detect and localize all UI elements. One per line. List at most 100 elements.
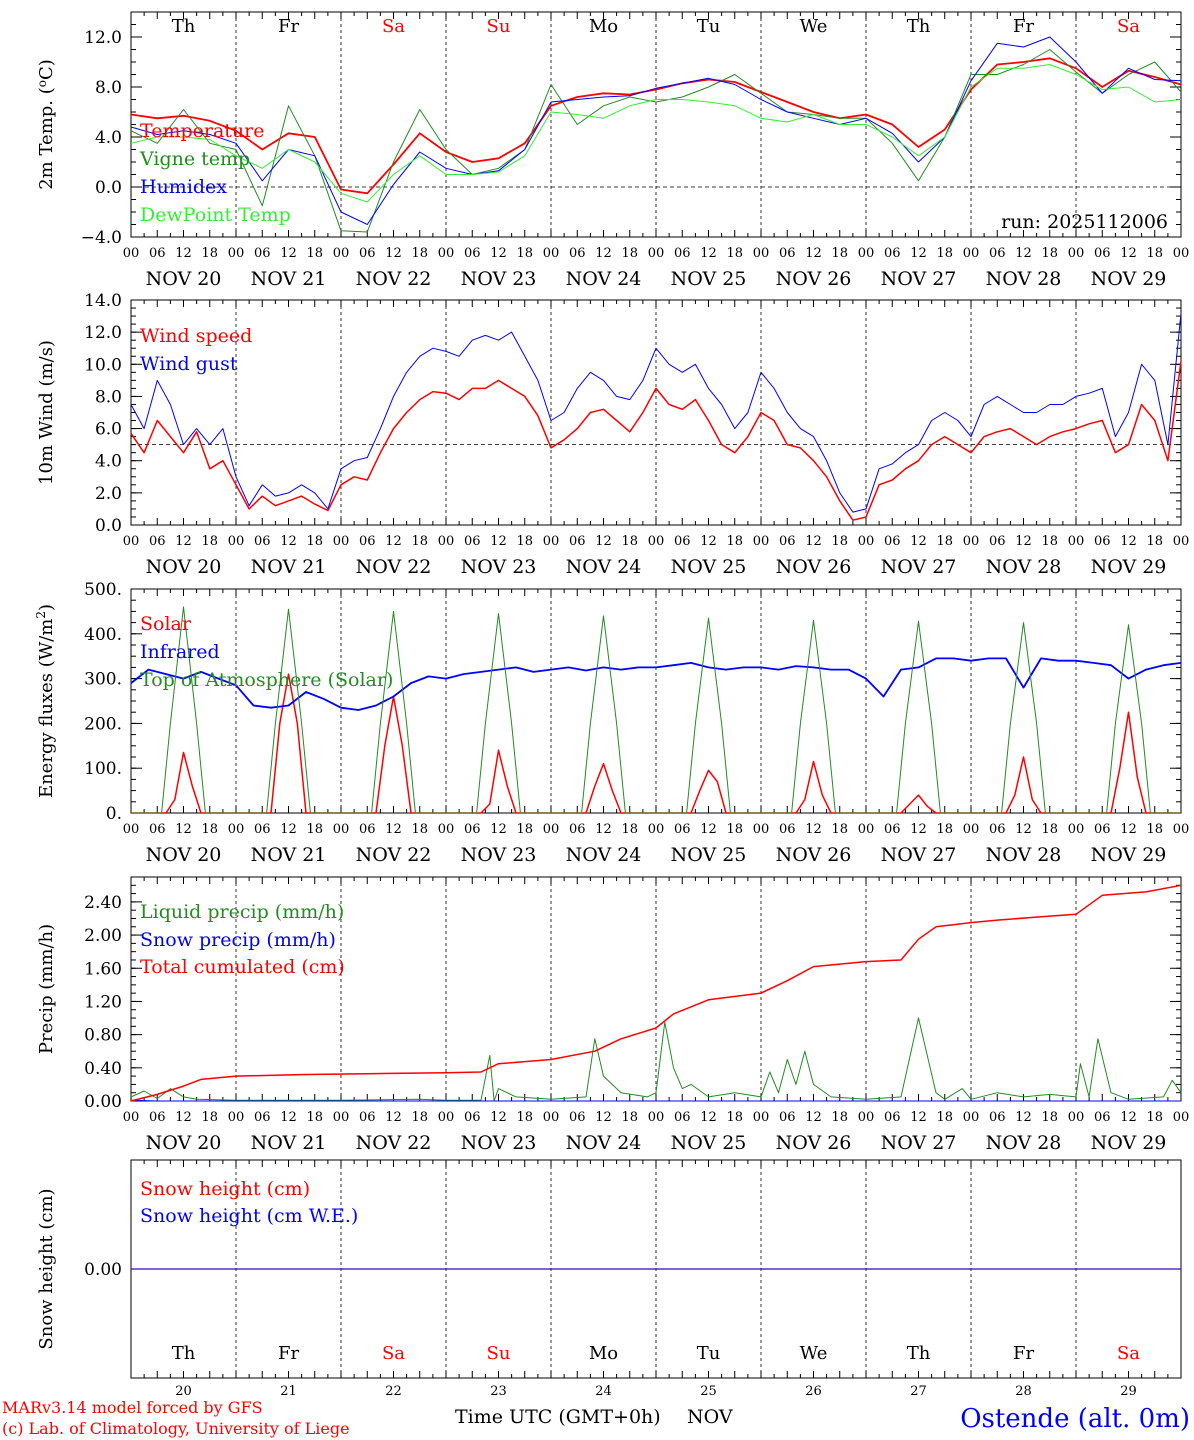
day-number-label: 28 <box>1015 1384 1032 1399</box>
date-label: NOV 23 <box>461 268 537 290</box>
x-tick-label: 18 <box>411 822 428 837</box>
x-tick-label: 18 <box>201 1110 218 1125</box>
x-tick-label: 18 <box>411 534 428 549</box>
x-tick-label: 06 <box>989 534 1006 549</box>
x-tick-label: 18 <box>936 246 953 261</box>
x-tick-label: 12 <box>175 534 192 549</box>
y-tick-label: 1.60 <box>84 959 122 979</box>
x-tick-label: 06 <box>569 246 586 261</box>
x-tick-label: 06 <box>884 246 901 261</box>
legend-entry: Wind gust <box>140 353 238 375</box>
x-tick-label: 00 <box>1068 246 1085 261</box>
date-label: NOV 24 <box>566 844 642 866</box>
date-label: NOV 20 <box>146 556 222 578</box>
x-tick-label: 00 <box>858 534 875 549</box>
x-tick-label: 12 <box>910 822 927 837</box>
x-tick-label: 06 <box>254 534 271 549</box>
x-tick-label: 18 <box>726 1110 743 1125</box>
date-label: NOV 21 <box>251 268 327 290</box>
x-tick-label: 00 <box>438 534 455 549</box>
x-tick-label: 06 <box>1094 822 1111 837</box>
y-tick-label: 2.0 <box>95 484 122 504</box>
legend-entry: Snow precip (mm/h) <box>140 929 336 951</box>
series-line-dewpoint-temp <box>130 64 1182 203</box>
x-tick-label: 06 <box>254 246 271 261</box>
date-label: NOV 20 <box>146 268 222 290</box>
x-tick-label: 18 <box>516 534 533 549</box>
date-label: NOV 21 <box>251 844 327 866</box>
x-tick-label: 06 <box>989 246 1006 261</box>
x-tick-label: 00 <box>753 534 770 549</box>
x-tick-label: 00 <box>1068 822 1085 837</box>
x-tick-label: 12 <box>385 1110 402 1125</box>
day-number-label: 29 <box>1120 1384 1137 1399</box>
x-tick-label: 12 <box>910 534 927 549</box>
x-tick-label: 00 <box>648 1110 665 1125</box>
x-tick-label: 12 <box>805 1110 822 1125</box>
date-label: NOV 24 <box>566 268 642 290</box>
x-tick-label: 06 <box>359 246 376 261</box>
x-tick-label: 18 <box>936 534 953 549</box>
precip-y-axis-label: Precip (mm/h) <box>36 924 57 1054</box>
x-tick-label: 00 <box>963 246 980 261</box>
x-tick-label: 00 <box>648 246 665 261</box>
x-tick-label: 00 <box>228 1110 245 1125</box>
x-tick-label: 06 <box>989 822 1006 837</box>
x-tick-label: 12 <box>805 534 822 549</box>
x-tick-label: 18 <box>831 1110 848 1125</box>
x-tick-label: 00 <box>438 1110 455 1125</box>
x-tick-label: 12 <box>175 822 192 837</box>
x-tick-label: 06 <box>1094 246 1111 261</box>
day-label: Sa <box>382 16 405 37</box>
y-tick-label: 0.80 <box>84 1026 122 1046</box>
x-tick-label: 00 <box>648 534 665 549</box>
x-tick-label: 06 <box>674 534 691 549</box>
x-tick-label: 06 <box>884 1110 901 1125</box>
x-tick-label: 18 <box>411 246 428 261</box>
x-tick-label: 12 <box>280 246 297 261</box>
date-label: NOV 23 <box>461 844 537 866</box>
x-tick-label: 00 <box>543 1110 560 1125</box>
legend-entry: Solar <box>140 613 192 635</box>
series-line-liquid-precip-mm-h- <box>130 1017 1182 1102</box>
x-tick-label: 00 <box>858 1110 875 1125</box>
x-tick-label: 00 <box>123 1110 140 1125</box>
x-tick-label: 12 <box>1120 534 1137 549</box>
legend-entry: Total cumulated (cm) <box>140 956 345 978</box>
x-tick-label: 12 <box>385 246 402 261</box>
x-tick-label: 12 <box>490 246 507 261</box>
series-line-temperature <box>130 57 1182 195</box>
x-tick-label: 18 <box>621 1110 638 1125</box>
date-label: NOV 28 <box>986 1132 1062 1154</box>
x-tick-label: 06 <box>569 1110 586 1125</box>
date-label: NOV 27 <box>881 1132 957 1154</box>
day-label: Sa <box>1117 16 1140 37</box>
x-tick-label: 06 <box>884 822 901 837</box>
model-credit-line2: (c) Lab. of Climatology, University of L… <box>2 1419 350 1438</box>
x-tick-label: 00 <box>123 534 140 549</box>
x-tick-label: 18 <box>1041 822 1058 837</box>
y-tick-label: 10.0 <box>84 355 122 375</box>
y-tick-label: 14.0 <box>84 291 122 311</box>
x-tick-label: 00 <box>1173 534 1190 549</box>
date-label: NOV 27 <box>881 268 957 290</box>
x-tick-label: 18 <box>516 1110 533 1125</box>
y-tick-label: 0.40 <box>84 1059 122 1079</box>
wind-panel: 0.0 2.0 4.0 6.0 8.0 10.0 12.0 14.0 10m Wind (m/s… <box>36 291 1189 578</box>
date-label: NOV 25 <box>671 1132 747 1154</box>
x-tick-label: 18 <box>936 822 953 837</box>
y-tick-label: 2.40 <box>84 893 122 913</box>
x-tick-label: 18 <box>1041 246 1058 261</box>
day-number-label: 21 <box>280 1384 297 1399</box>
date-label: NOV 26 <box>776 1132 852 1154</box>
x-tick-label: 12 <box>595 822 612 837</box>
day-number-label: 26 <box>805 1384 822 1399</box>
x-tick-label: 18 <box>1041 1110 1058 1125</box>
temperature-y-axis-label: 2m Temp. (oC) <box>35 59 57 190</box>
x-tick-label: 12 <box>490 534 507 549</box>
x-tick-label: 00 <box>438 822 455 837</box>
day-label: Fr <box>1013 1343 1034 1364</box>
date-label: NOV 26 <box>776 556 852 578</box>
x-tick-label: 00 <box>648 822 665 837</box>
x-tick-label: 12 <box>1015 822 1032 837</box>
